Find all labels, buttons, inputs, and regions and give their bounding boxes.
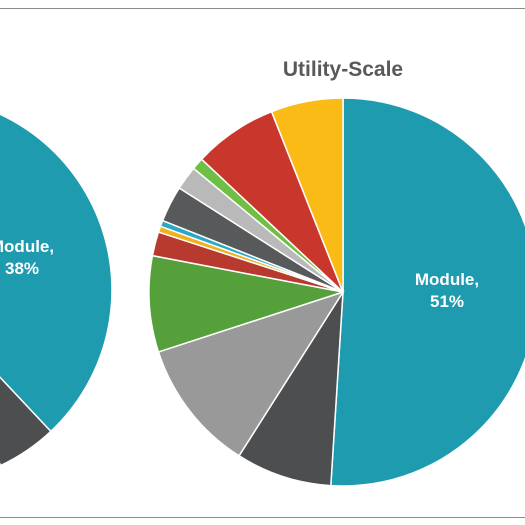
slice-data-label: Module, 51% bbox=[415, 270, 479, 311]
pie-slice bbox=[157, 290, 345, 457]
pie-chart-left: Module,38% bbox=[0, 113, 113, 467]
pie-slice bbox=[238, 291, 344, 487]
frame-top-border bbox=[0, 8, 525, 9]
pie-slice bbox=[0, 462, 2, 467]
chart-title-utility-scale: Utility-Scale bbox=[283, 58, 403, 81]
pie-slice bbox=[148, 254, 344, 353]
frame-bottom-border bbox=[0, 517, 525, 518]
pie-slice bbox=[270, 97, 344, 293]
pie-slice bbox=[0, 113, 113, 433]
pie-chart-utility-scale: Module, 51% bbox=[148, 97, 525, 487]
pie-slice bbox=[330, 97, 525, 487]
slice-data-label: Module,38% bbox=[0, 237, 54, 278]
